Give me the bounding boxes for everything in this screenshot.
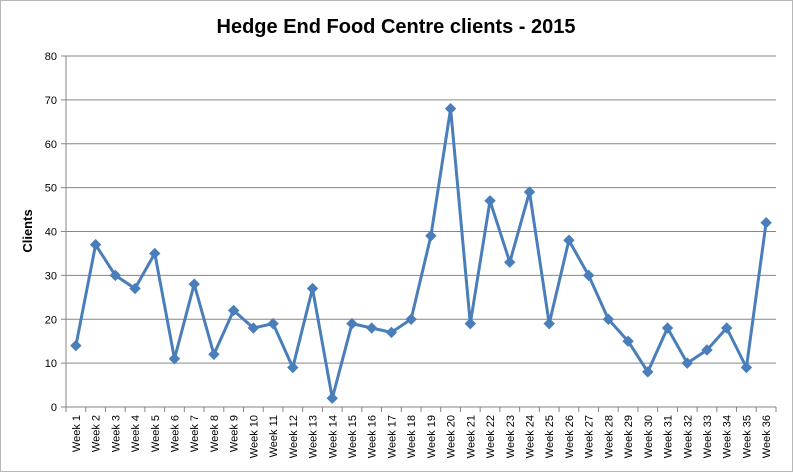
data-point (720, 322, 733, 334)
x-tick-label: Week 14 (327, 415, 339, 458)
data-point (425, 230, 437, 242)
x-tick-label: Week 6 (169, 415, 181, 452)
data-point (306, 282, 319, 295)
x-tick-label: Week 26 (564, 415, 576, 458)
x-tick-label: Week 11 (268, 415, 280, 457)
x-tick-label: Week 34 (722, 415, 734, 458)
data-point (543, 317, 555, 330)
data-point (701, 344, 713, 356)
data-points (70, 102, 772, 404)
x-tick-label: Week 8 (209, 415, 221, 452)
data-point (661, 322, 674, 334)
y-tick-label: 10 (45, 358, 57, 370)
data-point (287, 361, 299, 374)
data-point (504, 256, 516, 268)
data-point (385, 326, 398, 339)
data-point (582, 269, 595, 282)
data-point (89, 238, 102, 251)
y-axis-label: Clients (20, 209, 35, 252)
x-tick-label: Week 32 (682, 415, 694, 458)
data-point (247, 322, 260, 334)
x-tick-label: Week 27 (584, 415, 596, 458)
y-tick-label: 80 (45, 51, 57, 63)
data-point (168, 353, 181, 365)
x-tick-label: Week 25 (544, 415, 556, 458)
x-tick-label: Week 3 (110, 415, 122, 452)
data-point (681, 357, 693, 369)
x-tick-label: Week 5 (150, 415, 162, 452)
x-tick-label: Week 12 (288, 415, 300, 458)
data-point (227, 304, 240, 317)
y-tick-label: 70 (45, 95, 57, 107)
data-point (523, 186, 536, 198)
x-tick-label: Week 1 (71, 415, 83, 452)
x-tick-label: Week 9 (229, 415, 241, 452)
y-axis-ticks: 0 10 20 30 40 50 60 70 80 (45, 51, 66, 414)
y-tick-label: 30 (45, 270, 57, 282)
data-point (267, 317, 279, 330)
data-point (208, 348, 220, 361)
data-point (760, 217, 772, 229)
data-point (70, 339, 82, 352)
x-tick-label: Week 24 (524, 415, 536, 458)
x-tick-label: Week 36 (761, 415, 773, 458)
series-line-path (74, 107, 768, 400)
data-point (405, 313, 417, 325)
data-point (149, 247, 161, 260)
x-tick-label: Week 4 (130, 415, 142, 452)
data-point (109, 269, 122, 282)
data-point (129, 282, 141, 295)
y-tick-label: 50 (45, 183, 57, 195)
x-tick-label: Week 7 (189, 415, 201, 452)
x-tick-label: Week 10 (248, 415, 260, 458)
y-tick-label: 20 (45, 314, 57, 326)
x-tick-label: Week 23 (505, 415, 517, 458)
data-point (326, 392, 338, 404)
y-tick-label: 0 (51, 402, 57, 414)
x-tick-label: Week 19 (426, 415, 438, 458)
x-tick-label: Week 30 (643, 415, 655, 458)
data-point (563, 234, 575, 246)
y-tick-label: 60 (45, 139, 57, 151)
x-tick-label: Week 35 (741, 415, 753, 458)
x-tick-label: Week 22 (485, 415, 497, 458)
data-point (464, 317, 477, 330)
x-tick-label: Week 16 (367, 415, 379, 458)
x-tick-label: Week 13 (308, 415, 320, 458)
x-tick-label: Week 33 (702, 415, 714, 458)
series-line (74, 107, 768, 400)
x-tick-label: Week 18 (406, 415, 418, 458)
chart-title: Hedge End Food Centre clients - 2015 (217, 16, 576, 38)
y-tick-label: 40 (45, 227, 57, 239)
data-point (740, 361, 753, 374)
data-point (602, 313, 615, 325)
data-point (484, 195, 496, 207)
data-point (622, 335, 634, 347)
x-tick-label: Week 17 (386, 415, 398, 458)
gridlines (66, 55, 776, 364)
data-point (642, 366, 654, 378)
x-tick-label: Week 15 (347, 415, 359, 458)
data-point (346, 317, 358, 330)
data-point (365, 322, 378, 334)
x-tick-label: Week 28 (603, 415, 615, 458)
x-tick-label: Week 29 (623, 415, 635, 458)
x-tick-label: Week 2 (91, 415, 103, 452)
x-tick-label: Week 31 (663, 415, 675, 458)
x-tick-label: Week 21 (465, 415, 477, 458)
x-axis-ticks: Week 1 Week 2 Week 3 Week 4 Week 5 Week 6 Week… (65, 407, 777, 458)
x-tick-label: Week 20 (446, 415, 458, 458)
data-point (444, 102, 457, 115)
data-point (188, 278, 200, 290)
